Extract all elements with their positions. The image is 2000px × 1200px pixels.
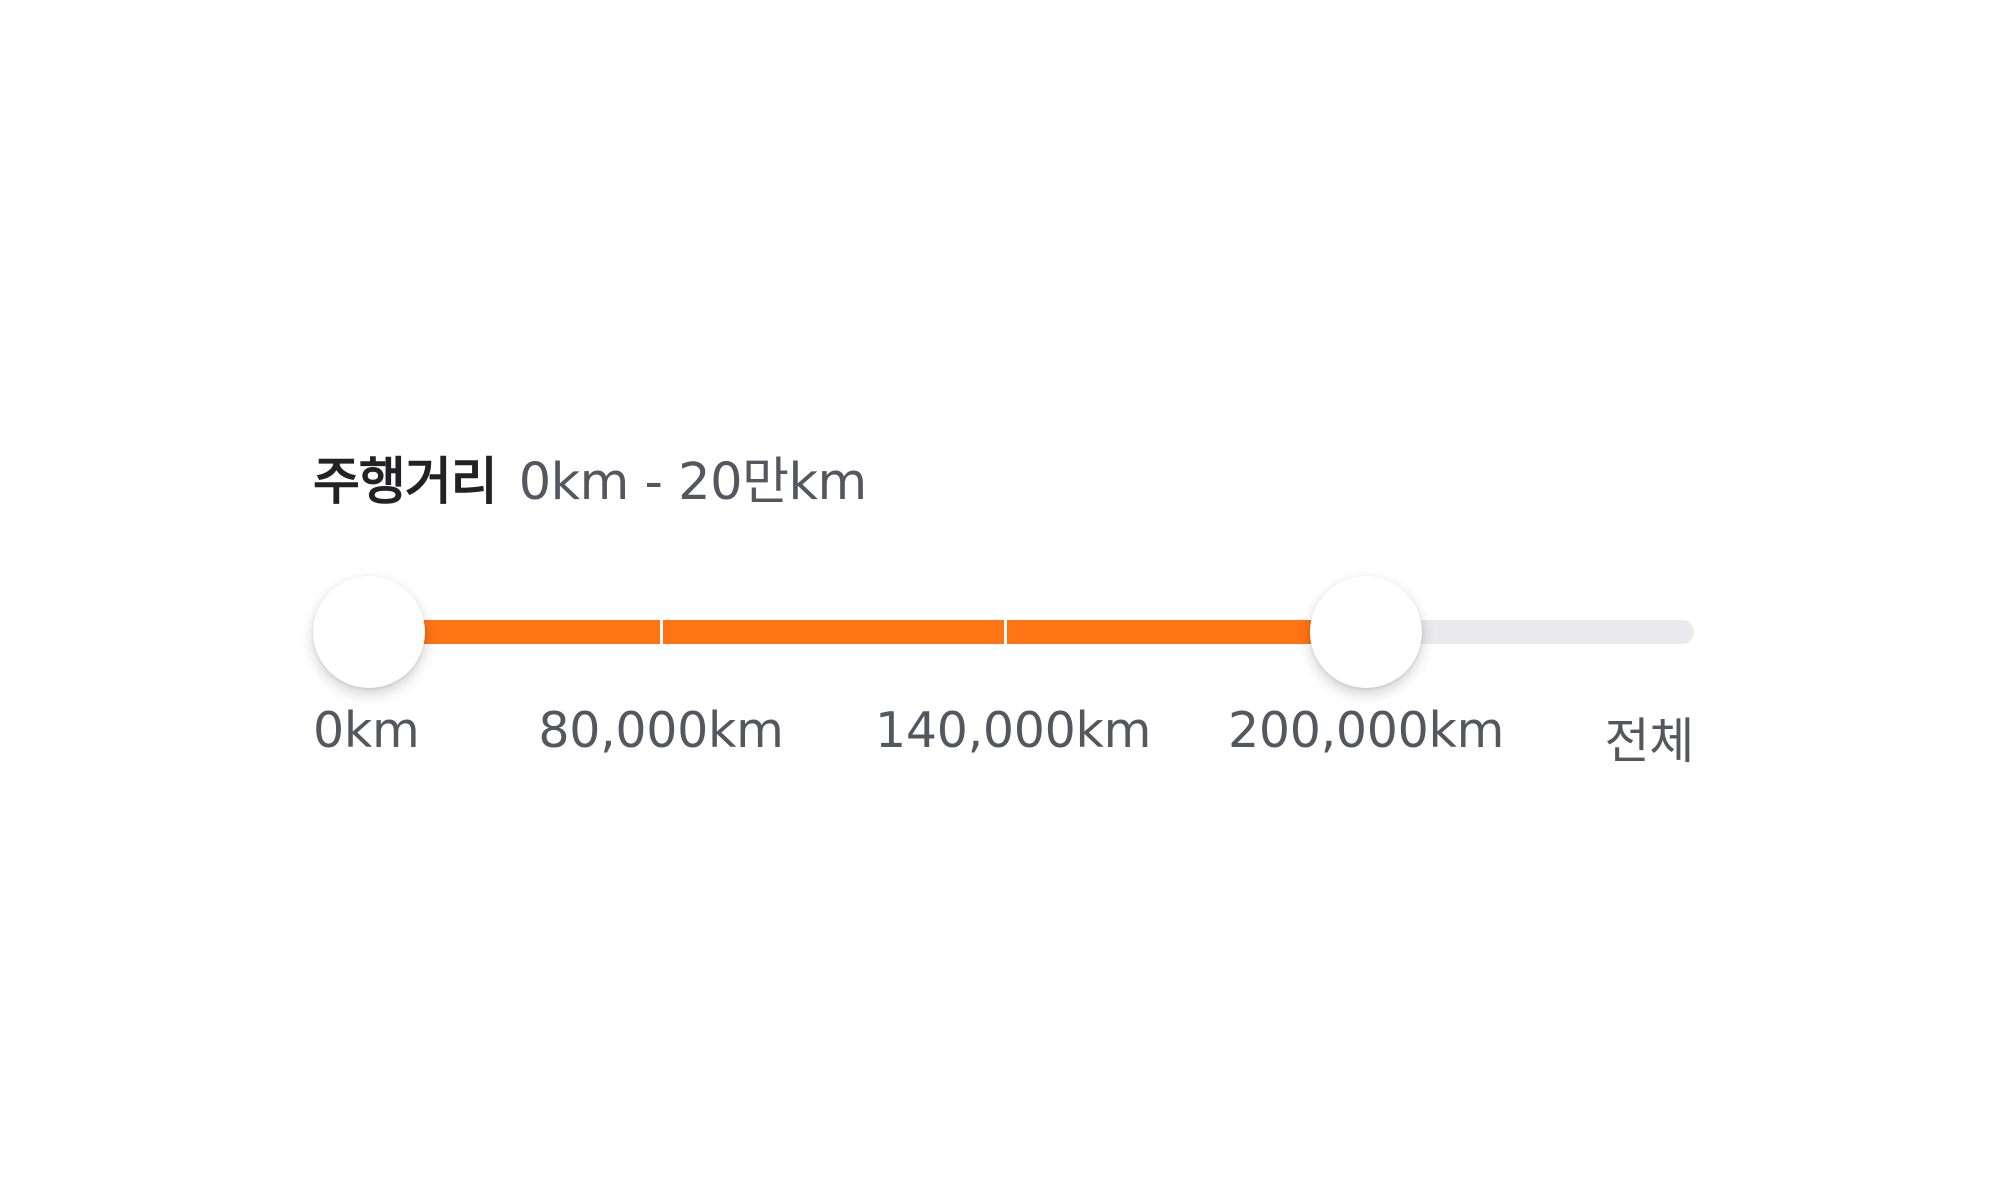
filter-header: 주행거리 0km - 20만km: [313, 440, 867, 514]
selected-range-text: 0km - 20만km: [518, 453, 868, 512]
filter-title: 주행거리: [313, 453, 498, 512]
tick-label-140000km[interactable]: 140,000km: [874, 702, 1152, 759]
tick-divider: [660, 620, 663, 644]
slider-min-handle[interactable]: [313, 576, 425, 688]
tick-label-200000km[interactable]: 200,000km: [1227, 702, 1505, 759]
tick-label-0km[interactable]: 0km: [313, 702, 420, 759]
tick-divider: [1004, 620, 1007, 644]
slider-selected-range: [369, 620, 1366, 644]
tick-label-80000km[interactable]: 80,000km: [538, 702, 784, 759]
tick-label-all[interactable]: 전체: [1604, 713, 1694, 770]
slider-tick-labels: 0km 80,000km 140,000km 200,000km 전체: [313, 702, 1694, 772]
mileage-range-slider[interactable]: [313, 572, 1694, 692]
slider-max-handle[interactable]: [1310, 576, 1422, 688]
